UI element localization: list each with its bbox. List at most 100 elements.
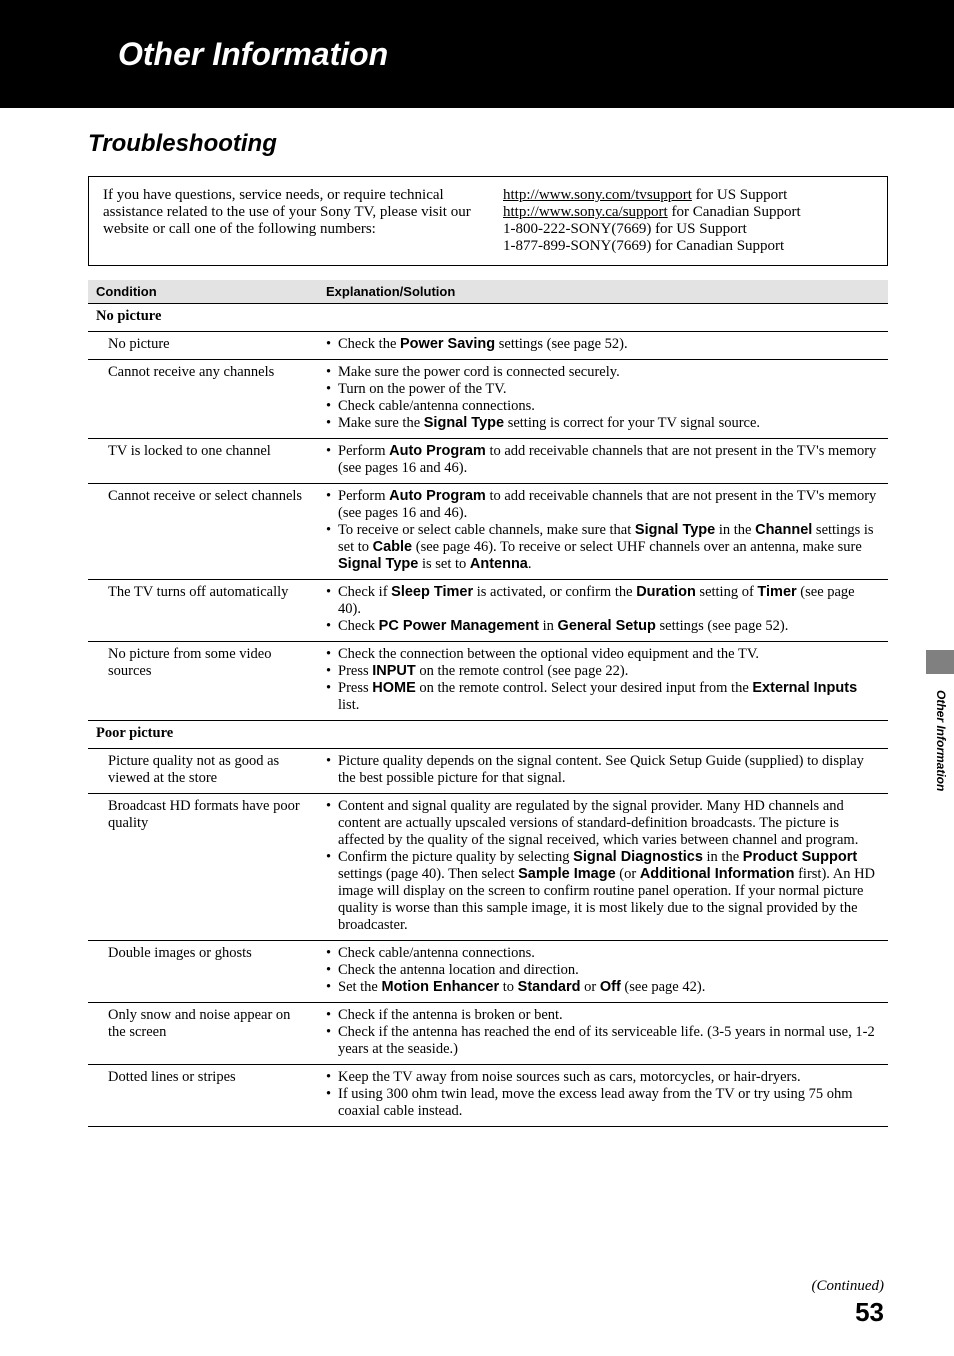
solution-item: Check the Power Saving settings (see pag… [326, 336, 880, 353]
solution-item: Make sure the Signal Type setting is cor… [326, 415, 880, 432]
solution-cell: Check if Sleep Timer is activated, or co… [318, 580, 888, 642]
page-number: 53 [812, 1297, 885, 1328]
chapter-banner: Other Information [0, 0, 954, 108]
solution-item: Check cable/antenna connections. [326, 398, 880, 415]
bold-term: Sleep Timer [391, 584, 473, 600]
table-row: The TV turns off automaticallyCheck if S… [88, 580, 888, 642]
bold-term: Timer [757, 584, 796, 600]
solution-item: If using 300 ohm twin lead, move the exc… [326, 1086, 880, 1120]
table-row: Picture quality not as good as viewed at… [88, 749, 888, 794]
bold-term: General Setup [558, 618, 656, 634]
bold-term: Signal Diagnostics [573, 849, 703, 865]
support-contact-line: 1-877-899-SONY(7669) for Canadian Suppor… [503, 238, 873, 255]
solution-item: Perform Auto Program to add receivable c… [326, 488, 880, 522]
support-contact-line: http://www.sony.ca/support for Canadian … [503, 204, 873, 221]
bold-term: Signal Type [635, 522, 715, 538]
solution-cell: Perform Auto Program to add receivable c… [318, 439, 888, 484]
bold-term: Product Support [743, 849, 857, 865]
solution-item: Check if the antenna is broken or bent. [326, 1007, 880, 1024]
solution-item: Picture quality depends on the signal co… [326, 753, 880, 787]
condition-cell: No picture from some video sources [88, 642, 318, 721]
solution-cell: Perform Auto Program to add receivable c… [318, 484, 888, 580]
table-row: Cannot receive or select channelsPerform… [88, 484, 888, 580]
column-header-condition: Condition [88, 280, 318, 304]
bold-term: Channel [755, 522, 812, 538]
bold-term: Off [600, 979, 621, 995]
solution-item: Check the connection between the optiona… [326, 646, 880, 663]
condition-cell: Cannot receive any channels [88, 360, 318, 439]
condition-cell: Double images or ghosts [88, 941, 318, 1003]
solution-item: Check if Sleep Timer is activated, or co… [326, 584, 880, 618]
bold-term: Additional Information [640, 866, 795, 882]
bold-term: Signal Type [338, 556, 418, 572]
bold-term: PC Power Management [379, 618, 539, 634]
solution-item: Make sure the power cord is connected se… [326, 364, 880, 381]
solution-item: Check the antenna location and direction… [326, 962, 880, 979]
solution-item: Content and signal quality are regulated… [326, 798, 880, 849]
troubleshooting-table: Condition Explanation/Solution No pictur… [88, 280, 888, 1127]
bold-term: INPUT [372, 663, 416, 679]
condition-cell: Broadcast HD formats have poor quality [88, 794, 318, 941]
bold-term: Auto Program [389, 488, 486, 504]
solution-cell: Check if the antenna is broken or bent.C… [318, 1003, 888, 1065]
support-link-suffix: for Canadian Support [668, 204, 801, 220]
bold-term: Antenna [470, 556, 528, 572]
solution-item: Set the Motion Enhancer to Standard or O… [326, 979, 880, 996]
table-row: Only snow and noise appear on the screen… [88, 1003, 888, 1065]
bold-term: Power Saving [400, 336, 495, 352]
banner-title: Other Information [118, 36, 388, 73]
page-footer: (Continued) 53 [812, 1278, 885, 1328]
support-contact-line: http://www.sony.com/tvsupport for US Sup… [503, 187, 873, 204]
solution-item: Check PC Power Management in General Set… [326, 618, 880, 635]
bold-term: External Inputs [752, 680, 857, 696]
condition-cell: Picture quality not as good as viewed at… [88, 749, 318, 794]
bold-term: Auto Program [389, 443, 486, 459]
table-row: Cannot receive any channels Make sure the… [88, 360, 888, 439]
page-content: Troubleshooting If you have questions, s… [88, 130, 888, 1127]
solution-item: Press HOME on the remote control. Select… [326, 680, 880, 714]
solution-cell: Make sure the power cord is connected se… [318, 360, 888, 439]
support-contact-line: 1-800-222-SONY(7669) for US Support [503, 221, 873, 238]
condition-cell: Only snow and noise appear on the screen [88, 1003, 318, 1065]
section-title: Troubleshooting [88, 130, 888, 158]
side-section-label: Other Information [934, 690, 948, 791]
solution-cell: Check cable/antenna connections.Check th… [318, 941, 888, 1003]
solution-cell: Check the Power Saving settings (see pag… [318, 332, 888, 360]
bold-term: Duration [636, 584, 696, 600]
table-row: No picture Check the Power Saving setting… [88, 332, 888, 360]
condition-cell: No picture [88, 332, 318, 360]
support-contact-list: http://www.sony.com/tvsupport for US Sup… [503, 187, 873, 255]
solution-item: Confirm the picture quality by selecting… [326, 849, 880, 934]
solution-cell: Picture quality depends on the signal co… [318, 749, 888, 794]
solution-cell: Keep the TV away from noise sources such… [318, 1065, 888, 1127]
support-info-box: If you have questions, service needs, or… [88, 176, 888, 266]
support-link[interactable]: http://www.sony.com/tvsupport [503, 187, 692, 203]
bold-term: HOME [372, 680, 416, 696]
table-row: Broadcast HD formats have poor qualityCo… [88, 794, 888, 941]
solution-item: Keep the TV away from noise sources such… [326, 1069, 880, 1086]
bold-term: Standard [518, 979, 581, 995]
table-row: Double images or ghostsCheck cable/anten… [88, 941, 888, 1003]
table-section-header: No picture [88, 304, 888, 332]
table-row: No picture from some video sources Check … [88, 642, 888, 721]
table-row: TV is locked to one channelPerform Auto … [88, 439, 888, 484]
condition-cell: The TV turns off automatically [88, 580, 318, 642]
solution-item: Check if the antenna has reached the end… [326, 1024, 880, 1058]
support-link-suffix: for US Support [692, 187, 787, 203]
solution-cell: Check the connection between the optiona… [318, 642, 888, 721]
table-row: Dotted lines or stripes Keep the TV away … [88, 1065, 888, 1127]
solution-item: Turn on the power of the TV. [326, 381, 880, 398]
bold-term: Sample Image [518, 866, 616, 882]
support-link[interactable]: http://www.sony.ca/support [503, 204, 668, 220]
solution-cell: Content and signal quality are regulated… [318, 794, 888, 941]
solution-item: To receive or select cable channels, mak… [326, 522, 880, 573]
condition-cell: Dotted lines or stripes [88, 1065, 318, 1127]
bold-term: Motion Enhancer [382, 979, 500, 995]
column-header-solution: Explanation/Solution [318, 280, 888, 304]
side-tab-marker [926, 650, 954, 674]
solution-item: Press INPUT on the remote control (see p… [326, 663, 880, 680]
condition-cell: Cannot receive or select channels [88, 484, 318, 580]
solution-item: Perform Auto Program to add receivable c… [326, 443, 880, 477]
bold-term: Signal Type [424, 415, 504, 431]
solution-item: Check cable/antenna connections. [326, 945, 880, 962]
